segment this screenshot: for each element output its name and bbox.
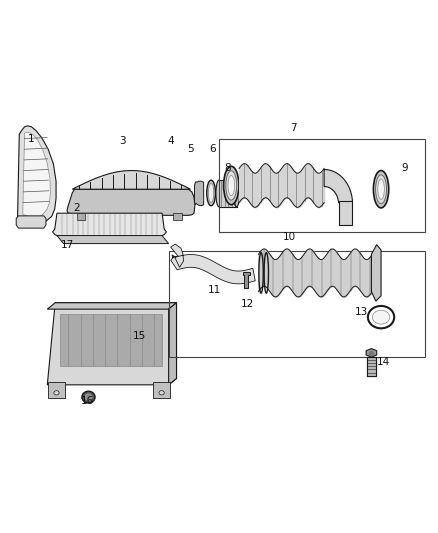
Polygon shape [47, 303, 177, 309]
Ellipse shape [378, 179, 385, 199]
Ellipse shape [224, 166, 239, 205]
Polygon shape [47, 303, 177, 385]
Polygon shape [367, 357, 376, 376]
Ellipse shape [54, 391, 59, 395]
Polygon shape [324, 169, 353, 203]
Polygon shape [366, 349, 377, 357]
Ellipse shape [375, 175, 387, 204]
Polygon shape [171, 244, 255, 284]
Bar [77, 213, 85, 220]
Text: 13: 13 [355, 307, 368, 317]
Text: 9: 9 [402, 163, 409, 173]
Text: 12: 12 [241, 299, 254, 309]
Polygon shape [18, 126, 56, 224]
Text: 16: 16 [81, 396, 94, 406]
Polygon shape [243, 272, 250, 288]
Bar [219, 139, 425, 232]
Polygon shape [16, 216, 46, 228]
Text: 17: 17 [61, 240, 74, 250]
Text: 2: 2 [73, 203, 80, 213]
Ellipse shape [208, 183, 214, 203]
Bar [48, 382, 65, 398]
Text: 1: 1 [28, 134, 35, 143]
Bar [173, 213, 182, 220]
Text: 6: 6 [209, 144, 216, 154]
Bar [219, 180, 237, 207]
Polygon shape [67, 189, 195, 215]
Polygon shape [194, 181, 204, 206]
Polygon shape [72, 171, 191, 189]
Text: 10: 10 [283, 232, 296, 242]
Text: 4: 4 [167, 136, 174, 146]
Polygon shape [339, 201, 353, 225]
Polygon shape [60, 314, 162, 366]
Ellipse shape [216, 180, 222, 207]
Ellipse shape [233, 180, 240, 207]
Polygon shape [57, 236, 169, 244]
Text: 3: 3 [119, 136, 126, 146]
Bar [153, 382, 170, 398]
Polygon shape [169, 303, 177, 385]
Ellipse shape [85, 394, 92, 400]
Text: 14: 14 [377, 358, 390, 367]
Ellipse shape [82, 391, 95, 403]
Text: 11: 11 [208, 286, 221, 295]
Polygon shape [53, 213, 166, 236]
Ellipse shape [228, 175, 235, 196]
Ellipse shape [372, 310, 390, 324]
Text: 7: 7 [290, 123, 297, 133]
Ellipse shape [373, 171, 389, 208]
Ellipse shape [207, 180, 215, 206]
Bar [169, 251, 425, 357]
Text: 8: 8 [224, 163, 231, 173]
Ellipse shape [226, 171, 237, 200]
Text: 5: 5 [187, 144, 194, 154]
Polygon shape [23, 132, 50, 217]
Polygon shape [371, 245, 381, 301]
Ellipse shape [159, 391, 164, 395]
Text: 15: 15 [133, 331, 146, 341]
